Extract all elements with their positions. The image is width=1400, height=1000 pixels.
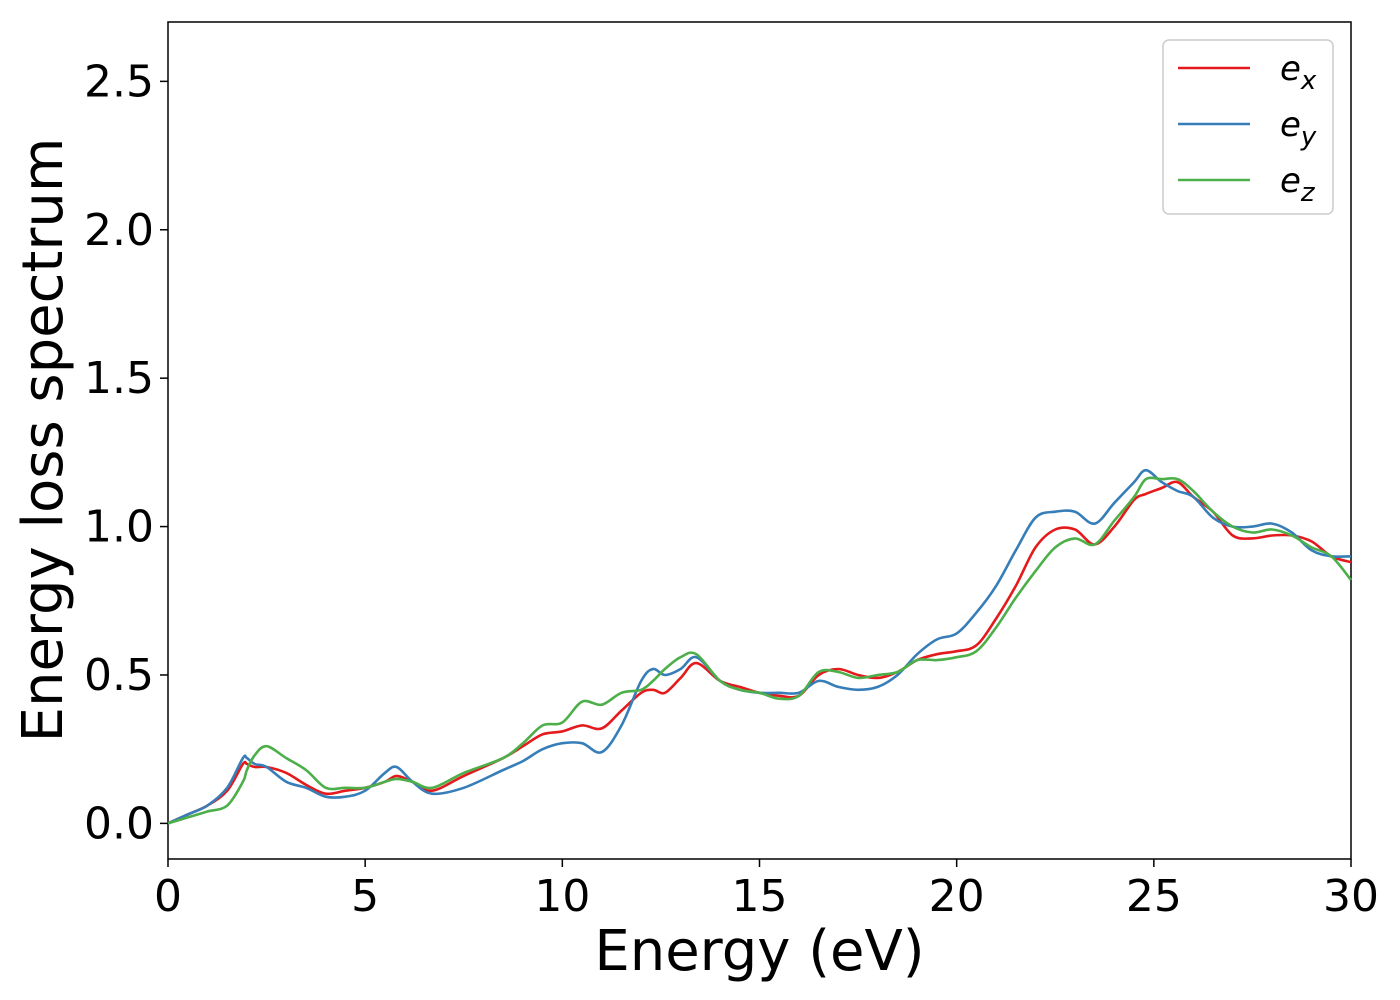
y-tick-label: 0.5 [84, 650, 154, 701]
series-line-x [167, 480, 1352, 825]
y-axis-ticks: 0.0 0.5 1.0 1.5 2.0 2.5 [84, 56, 168, 849]
y-tick-label: 1.5 [84, 353, 154, 404]
series-lines [167, 468, 1353, 825]
x-tick-label: 30 [1323, 871, 1379, 922]
x-tick-label: 10 [534, 871, 590, 922]
legend-box [1162, 39, 1334, 215]
x-tick-label: 20 [929, 871, 985, 922]
y-tick-label: 2.0 [84, 205, 154, 256]
x-tick-label: 0 [154, 871, 182, 922]
y-tick-label: 1.0 [84, 502, 154, 553]
series-line-z [167, 476, 1353, 825]
x-tick-label: 15 [732, 871, 788, 922]
x-tick-label: 5 [351, 871, 379, 922]
y-tick-label: 2.5 [84, 56, 154, 107]
y-axis-label: Energy loss spectrum [11, 138, 76, 743]
y-tick-label: 0.0 [84, 798, 154, 849]
plot-frame [167, 21, 1352, 860]
x-axis-ticks: 0 5 10 15 20 25 30 [154, 859, 1379, 922]
x-tick-label: 25 [1126, 871, 1182, 922]
x-axis-label: Energy (eV) [594, 919, 924, 984]
